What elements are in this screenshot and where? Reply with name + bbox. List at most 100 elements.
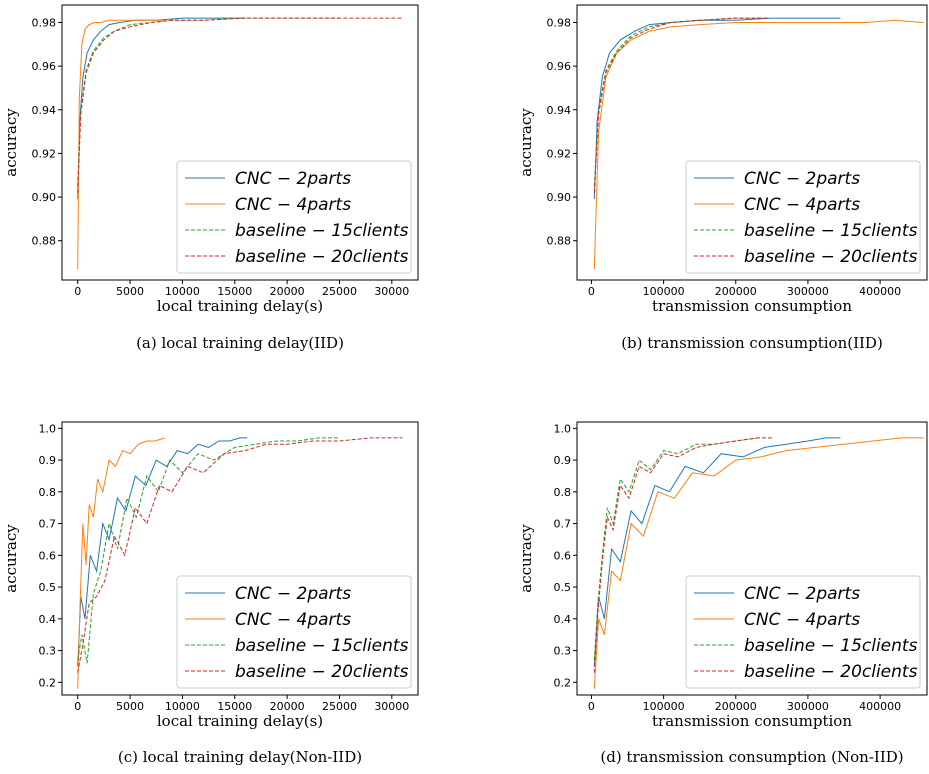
x-tick-label: 200000 bbox=[715, 700, 757, 713]
legend-box bbox=[685, 160, 921, 274]
x-tick-label: 200000 bbox=[715, 285, 757, 298]
y-tick-label: 0.94 bbox=[547, 104, 572, 117]
legend-entry: baseline − 15clients bbox=[235, 221, 409, 241]
series-line-baseline-15clients bbox=[77, 437, 340, 664]
x-tick-label: 300000 bbox=[787, 285, 829, 298]
axes-frame bbox=[576, 4, 928, 281]
y-tick-label: 0.92 bbox=[547, 147, 572, 160]
y-axis-label: accuracy bbox=[2, 524, 20, 593]
x-tick-label: 5000 bbox=[116, 700, 144, 713]
series-line-cnc-4parts bbox=[593, 437, 924, 689]
axes-frame bbox=[576, 421, 928, 696]
x-tick-label: 400000 bbox=[859, 285, 901, 298]
y-tick-label: 0.90 bbox=[547, 191, 572, 204]
legend-box bbox=[685, 575, 921, 689]
x-tick-label: 300000 bbox=[787, 700, 829, 713]
legend-entry: CNC − 4parts bbox=[235, 195, 351, 215]
legend-entry: CNC − 4parts bbox=[235, 610, 351, 630]
y-tick-label: 0.3 bbox=[554, 645, 572, 658]
x-tick-label: 10000 bbox=[165, 285, 200, 298]
legend-entry: CNC − 2parts bbox=[235, 584, 351, 604]
chart-panel-3: 0 5000 10000 15000 20000 25000 30000 0.2 0.3 0.4 0… bbox=[2, 421, 419, 766]
chart-panel-2: 0 100000 200000 300000 400000 0.88 0.90 0.92 0.9… bbox=[517, 4, 928, 352]
series-line-baseline-15clients bbox=[593, 437, 758, 661]
legend-entry: baseline − 15clients bbox=[744, 221, 918, 241]
x-tick-label: 25000 bbox=[322, 285, 357, 298]
y-tick-label: 0.4 bbox=[554, 613, 572, 626]
x-axis-label: local training delay(s) bbox=[157, 297, 323, 315]
y-tick-label: 0.6 bbox=[554, 549, 572, 562]
legend-entry: CNC − 4parts bbox=[744, 195, 860, 215]
x-tick-label: 20000 bbox=[270, 700, 305, 713]
x-tick-label: 15000 bbox=[217, 700, 252, 713]
legend-box bbox=[176, 575, 412, 689]
y-axis-label: accuracy bbox=[517, 108, 535, 177]
y-tick-label: 1.0 bbox=[554, 422, 572, 435]
x-tick-label: 5000 bbox=[116, 285, 144, 298]
chart-panel-1: 0 5000 10000 15000 20000 25000 30000 0.88 0.90 0.… bbox=[2, 4, 419, 352]
x-tick-label: 400000 bbox=[859, 700, 901, 713]
y-tick-label: 0.88 bbox=[547, 235, 572, 248]
y-tick-label: 0.8 bbox=[554, 486, 572, 499]
y-axis-label: accuracy bbox=[517, 524, 535, 593]
y-tick-label: 0.5 bbox=[39, 581, 57, 594]
y-tick-label: 0.7 bbox=[554, 518, 572, 531]
y-tick-label: 0.7 bbox=[39, 518, 57, 531]
legend: CNC − 2parts CNC − 4parts baseline − 15cli… bbox=[176, 575, 412, 689]
y-tick-label: 0.90 bbox=[32, 191, 57, 204]
legend-entry: CNC − 2parts bbox=[235, 169, 351, 189]
y-tick-label: 0.2 bbox=[554, 676, 572, 689]
series-line-baseline-15clients bbox=[77, 17, 340, 187]
legend: CNC − 2parts CNC − 4parts baseline − 15cli… bbox=[176, 160, 412, 274]
x-axis-label: transmission consumption bbox=[652, 712, 852, 730]
legend-entry: baseline − 15clients bbox=[235, 636, 409, 656]
x-tick-label: 0 bbox=[74, 700, 81, 713]
series-line-cnc-2parts bbox=[77, 17, 246, 200]
series-line-baseline-20clients bbox=[593, 437, 772, 673]
legend-entry: CNC − 2parts bbox=[744, 169, 860, 189]
x-tick-label: 25000 bbox=[322, 700, 357, 713]
series-line-baseline-20clients bbox=[77, 437, 403, 673]
panel-caption: (b) transmission consumption(IID) bbox=[621, 334, 883, 352]
legend: CNC − 2parts CNC − 4parts baseline − 15cli… bbox=[685, 160, 921, 274]
series-line-cnc-2parts bbox=[77, 437, 248, 667]
axes-frame bbox=[61, 4, 419, 281]
y-tick-label: 0.88 bbox=[32, 235, 57, 248]
y-tick-label: 0.6 bbox=[39, 549, 57, 562]
legend-entry: CNC − 2parts bbox=[744, 584, 860, 604]
series-line-baseline-20clients bbox=[77, 17, 403, 193]
x-axis-label: transmission consumption bbox=[652, 297, 852, 315]
legend-box bbox=[176, 160, 412, 274]
x-tick-label: 20000 bbox=[270, 285, 305, 298]
y-tick-label: 0.8 bbox=[39, 486, 57, 499]
legend-entry: CNC − 4parts bbox=[744, 610, 860, 630]
panel-caption: (c) local training delay(Non-IID) bbox=[118, 748, 362, 766]
y-tick-label: 0.96 bbox=[32, 60, 57, 73]
x-tick-label: 100000 bbox=[643, 285, 685, 298]
legend-entry: baseline − 20clients bbox=[744, 662, 918, 682]
legend-entry: baseline − 20clients bbox=[235, 662, 409, 682]
x-tick-label: 30000 bbox=[374, 700, 409, 713]
x-axis-label: local training delay(s) bbox=[157, 712, 323, 730]
series-line-cnc-2parts bbox=[593, 437, 841, 667]
series-line-cnc-4parts bbox=[77, 437, 165, 689]
y-tick-label: 0.92 bbox=[32, 147, 57, 160]
panel-caption: (d) transmission consumption (Non-IID) bbox=[600, 748, 903, 766]
legend-entry: baseline − 15clients bbox=[744, 636, 918, 656]
x-tick-label: 0 bbox=[588, 700, 595, 713]
series-line-cnc-4parts bbox=[77, 19, 165, 270]
y-tick-label: 0.98 bbox=[32, 16, 57, 29]
y-tick-label: 0.4 bbox=[39, 613, 57, 626]
y-tick-label: 0.96 bbox=[547, 60, 572, 73]
legend-entry: baseline − 20clients bbox=[744, 247, 918, 267]
axes-frame bbox=[61, 421, 419, 696]
y-tick-label: 0.2 bbox=[39, 676, 57, 689]
chart-panel-4: 0 100000 200000 300000 400000 0.2 0.3 0.4 0.5 0.6… bbox=[517, 421, 928, 766]
x-tick-label: 100000 bbox=[643, 700, 685, 713]
series-line-baseline-20clients bbox=[593, 17, 769, 193]
panel-caption: (a) local training delay(IID) bbox=[136, 334, 344, 352]
y-tick-label: 0.3 bbox=[39, 645, 57, 658]
y-tick-label: 0.5 bbox=[554, 581, 572, 594]
y-tick-label: 1.0 bbox=[39, 422, 57, 435]
